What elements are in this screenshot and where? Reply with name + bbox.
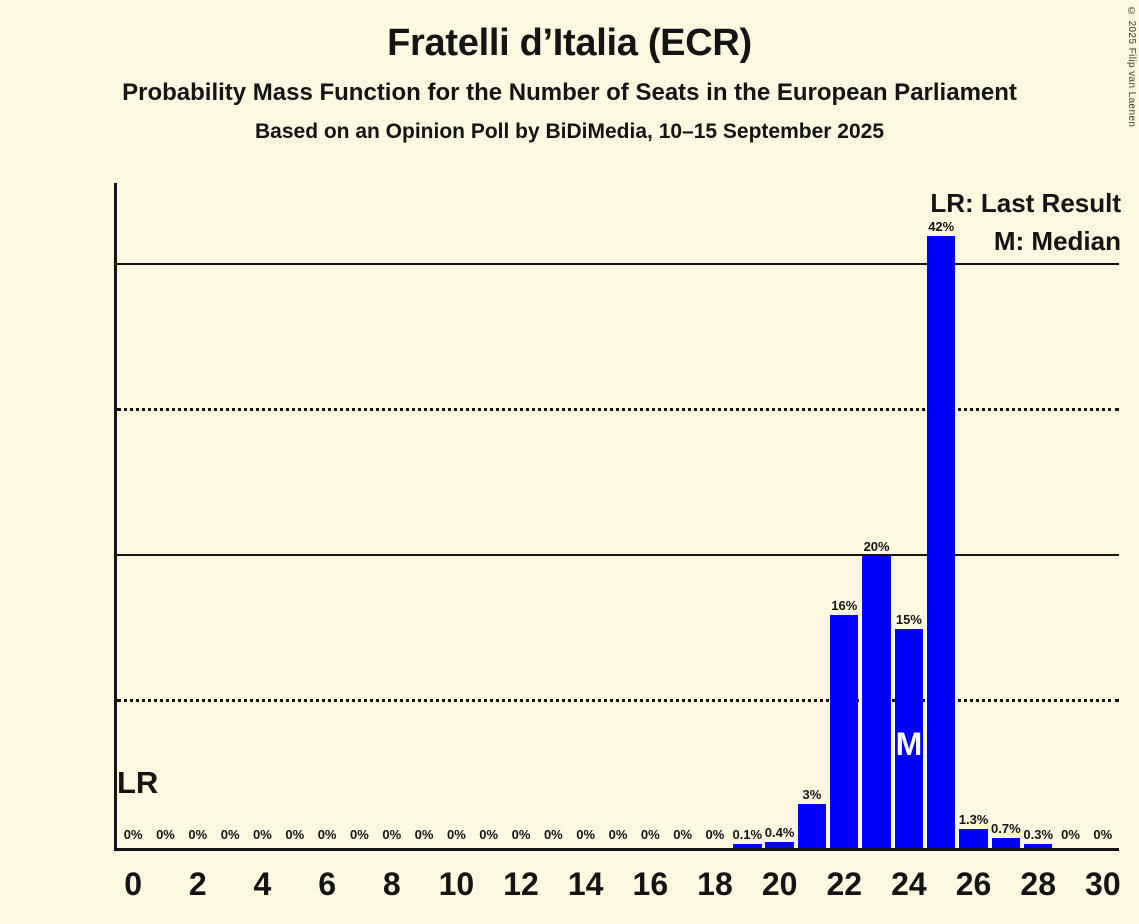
chart-subtitle: Probability Mass Function for the Number… [122,78,1017,106]
bar-seat-20 [765,842,794,848]
legend-entry-median: M: Median [993,225,1121,256]
bar-value-label-seat-13: 0% [543,827,563,842]
bar-value-label-seat-26: 1.3% [958,812,989,828]
bar-value-label-seat-28: 0.3% [1023,826,1054,842]
bar-value-label-seat-22: 16% [831,597,858,613]
bar-value-label-seat-7: 0% [350,827,369,842]
x-tick-label-10: 10 [438,866,475,902]
bar-seat-21 [797,804,827,848]
bar-value-label-seat-11: 0% [479,827,499,842]
bar-value-label-seat-24: 15% [895,612,922,628]
bar-value-label-seat-10: 0% [446,827,466,842]
bar-value-label-seat-9: 0% [414,827,434,842]
bar-value-label-seat-21: 3% [802,787,822,803]
bar-value-label-seat-19: 0.1% [732,827,763,842]
x-tick-label-18: 18 [697,866,733,902]
gridline-20pct [117,554,1119,557]
x-tick-label-8: 8 [382,866,401,902]
x-tick-label-6: 6 [318,866,336,902]
bar-value-label-seat-6: 0% [317,827,337,842]
x-tick-label-30: 30 [1085,866,1121,902]
x-tick-label-24: 24 [891,866,927,902]
bar-seat-24 [894,629,924,848]
x-axis-line [114,848,1119,851]
legend-entry-last-result: LR: Last Result [930,188,1121,218]
title-block: Fratelli d’Italia (ECR) Probability Mass… [0,0,1139,143]
bar-seat-28 [1023,843,1053,848]
x-tick-label-20: 20 [761,866,798,902]
bar-value-label-seat-23: 20% [863,539,890,555]
copyright-notice: © 2025 Filip van Laenen [1126,6,1137,128]
bar-value-label-seat-4: 0% [253,827,272,842]
gridline-40pct [117,262,1119,265]
x-tick-label-12: 12 [503,866,539,902]
legend: LR: Last Result M: Median [930,185,1121,260]
bar-seat-26 [959,829,988,848]
bar-seat-25 [927,235,956,848]
bar-value-label-seat-3: 0% [220,827,240,842]
bar-value-label-seat-5: 0% [285,827,305,842]
x-tick-label-4: 4 [253,866,272,902]
bar-value-label-seat-20: 0.4% [764,825,795,841]
plot-area: 40%20% 0%0%0%0%0%0%0%0%0%0%0%0%0%0%0%0%0… [114,183,1119,851]
bar-value-label-seat-29: 0% [1061,827,1080,842]
bar-seat-22 [830,614,859,848]
bar-value-label-seat-15: 0% [608,827,628,842]
gridline-30pct [117,407,1119,411]
bar-value-label-seat-25: 42% [928,218,955,234]
x-tick-label-26: 26 [955,866,992,902]
bar-seat-23 [862,556,891,848]
last-result-marker: LR [117,765,159,800]
bar-value-label-seat-8: 0% [382,827,402,842]
chart-title: Fratelli d’Italia (ECR) [387,22,752,64]
x-tick-label-2: 2 [188,866,207,902]
bar-value-label-seat-17: 0% [673,827,693,842]
bar-value-label-seat-30: 0% [1093,827,1113,842]
bar-value-label-seat-2: 0% [188,827,208,842]
bar-seat-27 [991,837,1021,848]
bar-value-label-seat-1: 0% [156,827,175,842]
bar-value-label-seat-27: 0.7% [991,820,1021,836]
x-tick-label-0: 0 [124,866,143,902]
bar-seat-19 [733,844,762,848]
median-marker: M [895,726,923,762]
chart-source-line: Based on an Opinion Poll by BiDiMedia, 1… [254,120,885,144]
x-tick-label-16: 16 [632,866,669,902]
bar-value-label-seat-16: 0% [640,827,660,842]
gridline-10pct [117,699,1119,703]
bar-value-label-seat-14: 0% [576,827,596,842]
x-tick-label-28: 28 [1020,866,1056,902]
x-tick-label-14: 14 [567,866,604,902]
x-tick-label-22: 22 [826,866,863,902]
bar-value-label-seat-18: 0% [705,827,725,842]
bar-value-label-seat-12: 0% [511,827,531,842]
bar-value-label-seat-0: 0% [123,827,143,842]
y-axis-line [114,183,117,848]
